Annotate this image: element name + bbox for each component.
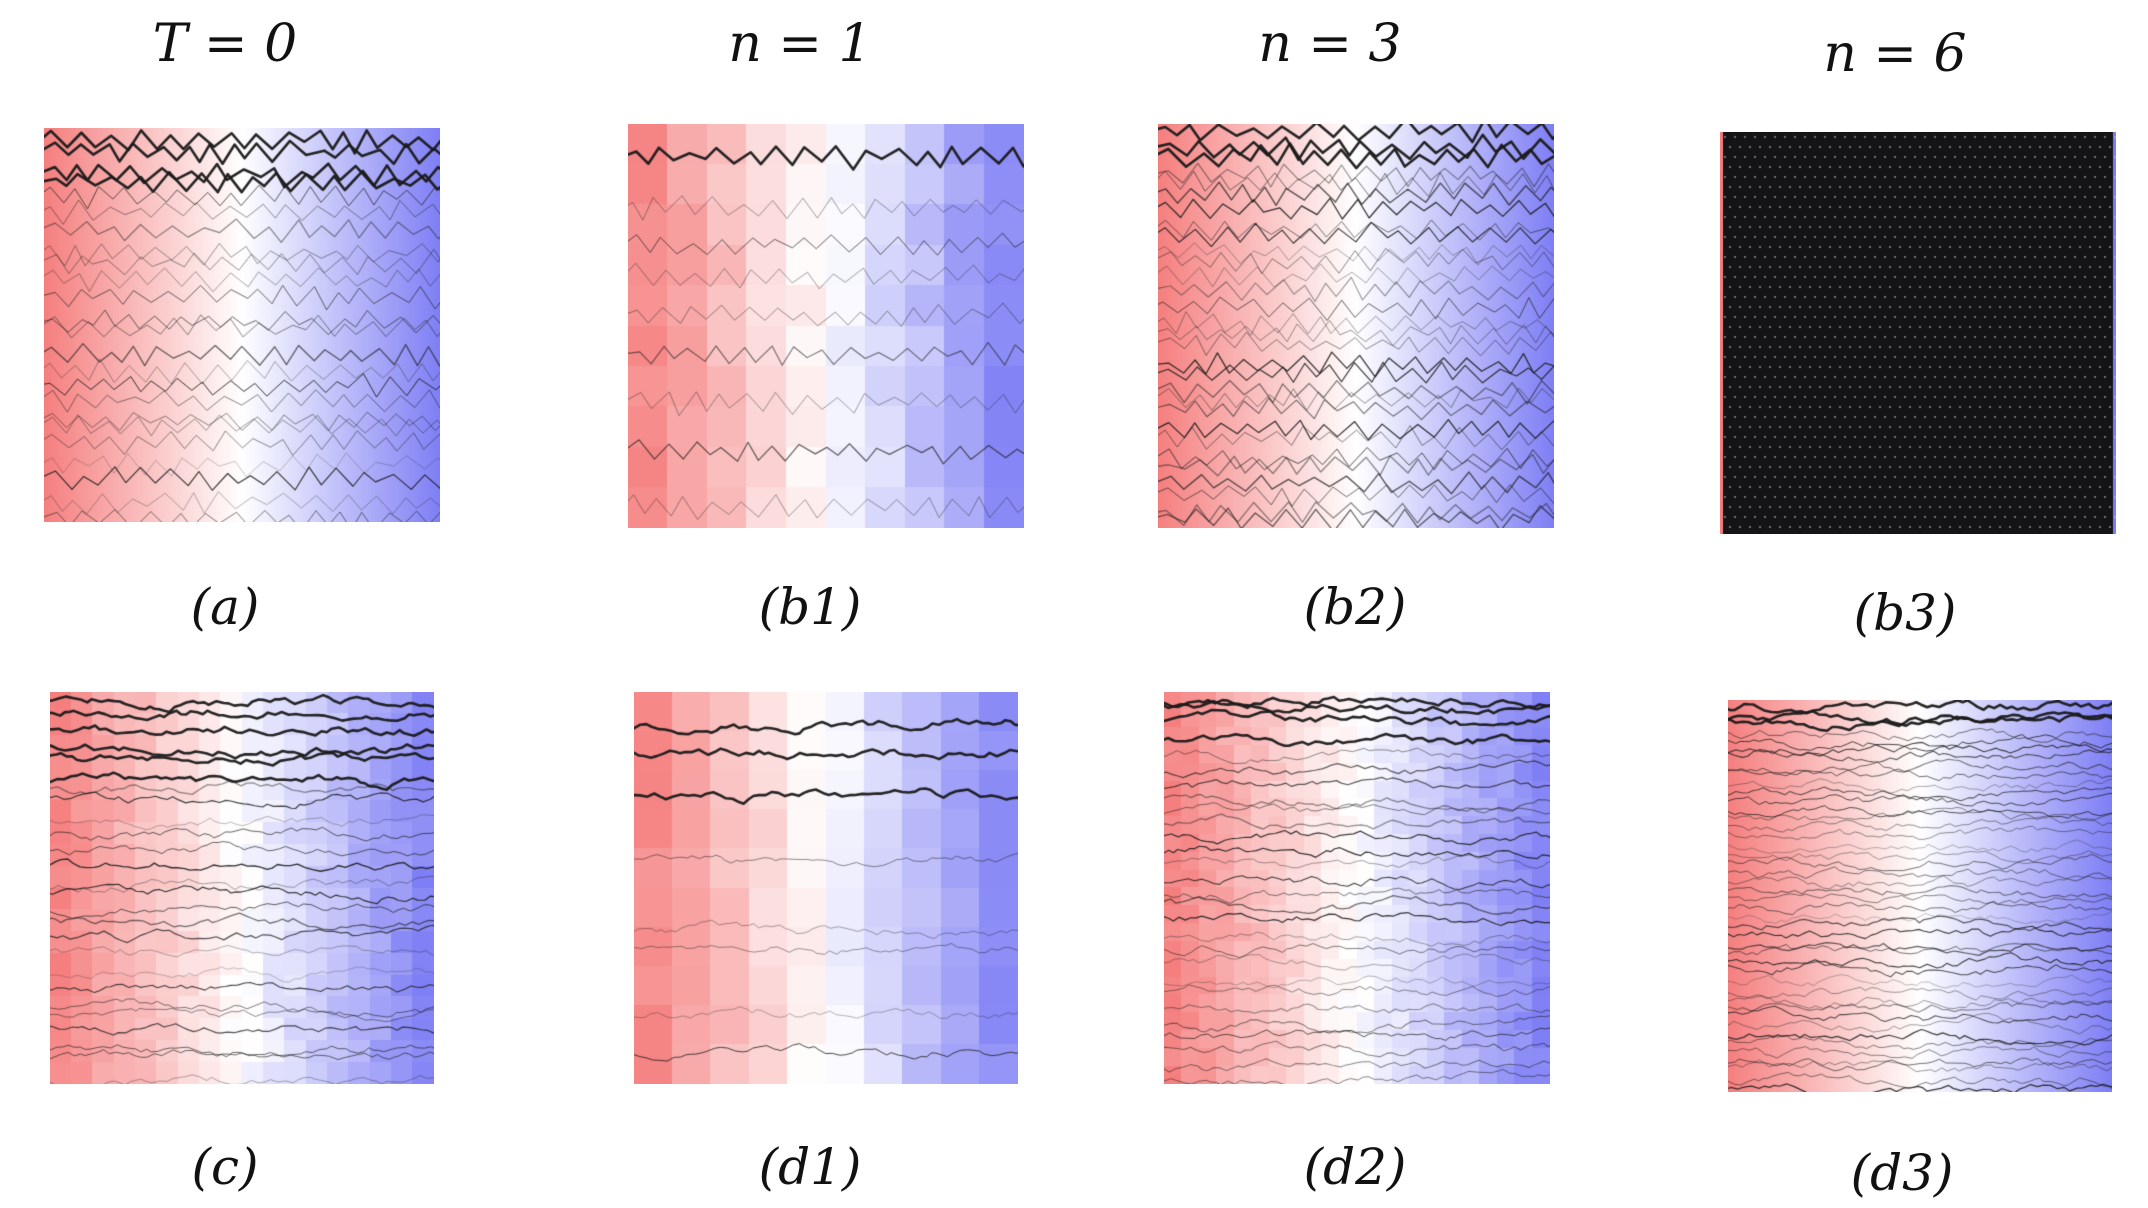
panel-d1-field bbox=[634, 692, 1018, 1084]
panel-b2-field bbox=[1158, 124, 1554, 528]
caption-b1: (b1) bbox=[758, 578, 862, 636]
panel-d3-field bbox=[1728, 700, 2112, 1092]
panel-d2 bbox=[1164, 692, 1550, 1084]
panel-d1 bbox=[634, 692, 1018, 1084]
column-title-n1: n = 1 bbox=[728, 14, 872, 74]
panel-a-field bbox=[44, 128, 440, 522]
panel-b3 bbox=[1720, 132, 2116, 534]
caption-b2: (b2) bbox=[1303, 578, 1407, 636]
panel-c bbox=[50, 692, 434, 1084]
panel-d3 bbox=[1728, 700, 2112, 1092]
panel-c-field bbox=[50, 692, 434, 1084]
caption-a: (a) bbox=[190, 578, 260, 636]
column-title-n6: n = 6 bbox=[1823, 24, 1967, 84]
panel-b1-field bbox=[628, 124, 1024, 528]
column-title-n3: n = 3 bbox=[1258, 14, 1402, 74]
caption-c: (c) bbox=[191, 1138, 259, 1196]
caption-d3: (d3) bbox=[1850, 1144, 1954, 1202]
caption-b3: (b3) bbox=[1853, 584, 1957, 642]
caption-d2: (d2) bbox=[1303, 1138, 1407, 1196]
caption-d1: (d1) bbox=[758, 1138, 862, 1196]
panel-a bbox=[44, 128, 440, 522]
panel-b2 bbox=[1158, 124, 1554, 528]
panel-d2-field bbox=[1164, 692, 1550, 1084]
column-title-t0: T = 0 bbox=[152, 14, 298, 74]
panel-b1 bbox=[628, 124, 1024, 528]
panel-b3-field bbox=[1720, 132, 2116, 534]
